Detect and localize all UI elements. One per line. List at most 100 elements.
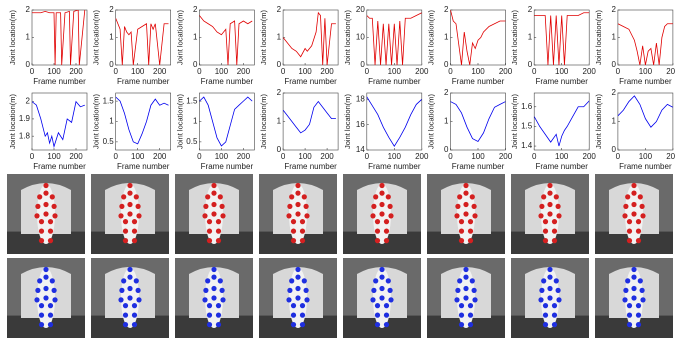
joint-marker [43, 201, 49, 208]
joint-marker [379, 274, 385, 280]
data-line [32, 100, 85, 149]
joint-marker [290, 228, 297, 234]
joint-marker [626, 312, 633, 318]
joint-marker [547, 182, 553, 189]
joint-marker [467, 219, 474, 225]
x-tick-label: 100 [131, 67, 145, 76]
joint-marker [211, 190, 217, 196]
joint-marker [122, 228, 129, 234]
y-axis-label: Joint location(m) [426, 93, 435, 149]
joint-marker [295, 295, 301, 301]
joint-marker [547, 274, 553, 280]
joint-marker [542, 238, 549, 244]
joint-marker [211, 285, 217, 292]
plot-frame [617, 92, 674, 151]
joint-marker [457, 194, 463, 200]
joint-marker [118, 213, 124, 219]
joint-marker [539, 287, 545, 293]
joint-marker [383, 303, 390, 309]
joint-marker [467, 238, 474, 244]
joint-marker [385, 194, 391, 200]
joint-marker [631, 266, 637, 273]
x-axis-label: Frame number [33, 162, 86, 171]
joint-marker [127, 274, 133, 280]
y-tick-label: 1 [444, 33, 449, 42]
joint-marker [547, 295, 553, 301]
joint-marker [37, 278, 43, 284]
joint-marker [542, 312, 549, 318]
joint-marker [211, 201, 217, 208]
x-tick-label: 200 [153, 67, 167, 76]
joint-marker [37, 194, 43, 200]
y-tick-label: 0 [26, 60, 31, 69]
joint-marker [131, 322, 138, 328]
joint-marker [122, 238, 129, 244]
joint-marker [43, 182, 49, 189]
joint-marker [542, 228, 549, 234]
data-line [32, 10, 86, 65]
joint-marker [202, 213, 208, 219]
joint-marker [623, 203, 629, 209]
joint-marker [547, 285, 553, 292]
joint-marker [286, 213, 292, 219]
joint-marker [635, 312, 642, 318]
joint-marker [542, 303, 549, 309]
joint-marker [121, 278, 127, 284]
joint-marker [211, 295, 217, 301]
data-line [199, 15, 253, 65]
x-axis-label: Frame number [33, 77, 86, 86]
joint-marker [43, 190, 49, 196]
y-axis-label: Joint location(m) [426, 9, 435, 65]
joint-marker [458, 322, 465, 328]
x-tick-label: 200 [237, 152, 251, 161]
data-line [617, 23, 673, 65]
joint-marker [133, 278, 139, 284]
y-tick-label: 0 [277, 145, 282, 154]
joint-marker [625, 278, 631, 284]
joint-marker [290, 219, 297, 225]
plot-area [283, 100, 336, 134]
x-tick-label: 100 [639, 67, 653, 76]
joint-marker [463, 201, 469, 208]
x-axis-label: Frame number [368, 162, 421, 171]
y-axis-label: Joint location(m) [510, 93, 519, 149]
joint-marker [374, 312, 381, 318]
x-tick-label: 200 [69, 67, 83, 76]
joint-marker [127, 211, 133, 217]
joint-marker [542, 322, 549, 328]
x-tick-label: 0 [616, 67, 621, 76]
y-tick-label: 1.4 [521, 141, 533, 150]
joint-marker [49, 194, 55, 200]
plot-area [32, 10, 86, 65]
y-axis-label: Joint location(m) [594, 9, 603, 65]
joint-marker [131, 238, 138, 244]
x-axis-label: Frame number [284, 162, 337, 171]
x-tick-label: 200 [583, 152, 597, 161]
y-tick-label: 1 [26, 33, 31, 42]
plot-frame [199, 9, 255, 66]
joint-marker [287, 203, 293, 209]
joint-marker [51, 203, 57, 209]
y-tick-label: 1 [528, 33, 533, 42]
joint-marker [215, 303, 222, 309]
joint-marker [215, 219, 222, 225]
y-tick-label: 1 [109, 33, 114, 42]
joint-marker [289, 194, 295, 200]
joint-marker [458, 219, 465, 225]
y-tick-label: 0 [109, 60, 114, 69]
joint-marker [303, 203, 309, 209]
joint-marker [211, 211, 217, 217]
joint-marker [631, 274, 637, 280]
joint-marker [556, 297, 562, 303]
joint-marker [43, 266, 49, 273]
x-tick-label: 0 [113, 152, 118, 161]
joint-marker [553, 278, 559, 284]
joint-marker [387, 287, 393, 293]
plot-area [366, 12, 422, 65]
joint-marker [295, 182, 301, 189]
joint-marker [217, 278, 223, 284]
joint-marker [47, 322, 54, 328]
joint-marker [299, 322, 306, 328]
y-axis-label: Joint location(m) [92, 9, 101, 65]
plot-area [617, 23, 673, 65]
